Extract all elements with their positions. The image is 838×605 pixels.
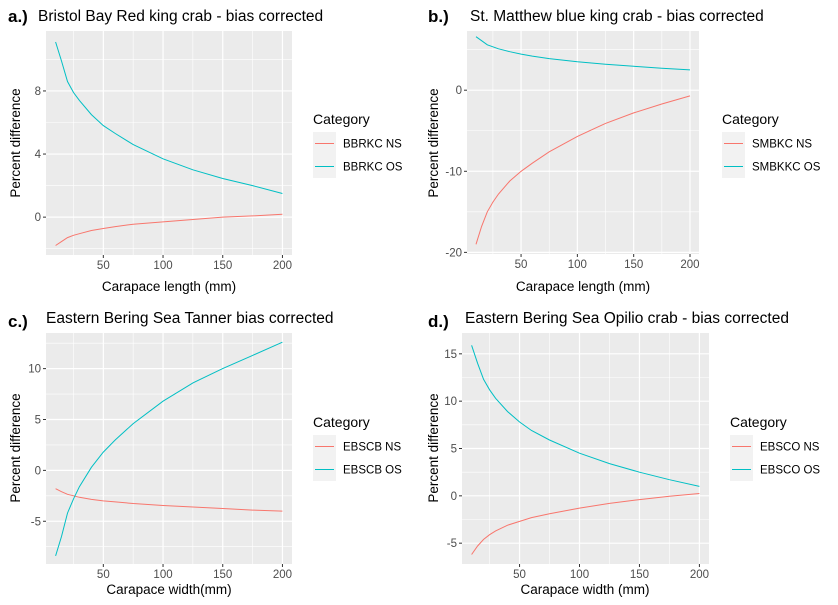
x-tick-label: 100 (570, 569, 589, 581)
y-tick-label: 0 (456, 85, 462, 97)
legend-label: BBRKC OS (343, 162, 403, 174)
chart-panel-2: b.) St. Matthew blue king crab - bias cor… (426, 7, 821, 294)
y-tick-label: 8 (35, 86, 41, 98)
x-tick-label: 200 (273, 569, 292, 581)
x-axis-title: Carapace width(mm) (106, 582, 231, 597)
y-tick-label: 15 (444, 349, 457, 361)
legend-label: EBSCB NS (343, 442, 401, 454)
series-line-ns (471, 493, 700, 555)
legend-label: EBSCO NS (760, 442, 820, 454)
x-tick-label: 150 (624, 259, 643, 271)
x-tick-label: 200 (273, 260, 292, 272)
x-tick-label: 50 (515, 259, 528, 271)
series-line-ns (55, 488, 283, 512)
y-tick-label: 10 (28, 364, 41, 376)
series-line-os (471, 345, 700, 487)
chart-panel-3: c.) Eastern Bering Sea Tanner bias correc… (8, 310, 402, 597)
chart-title: Bristol Bay Red king crab - bias correct… (38, 8, 323, 25)
legend: Category EBSCB NS EBSCB OS (313, 414, 402, 481)
y-axis-title: Percent difference (426, 393, 441, 502)
chart-title: Eastern Bering Sea Opilio crab - bias co… (465, 310, 789, 327)
y-axis-title: Percent difference (8, 88, 23, 197)
panel-tag: c.) (8, 312, 28, 331)
x-tick-label: 50 (97, 260, 110, 272)
legend-title: Category (313, 111, 370, 127)
y-tick-label: 0 (35, 465, 41, 477)
series-line-os (55, 341, 283, 557)
panel-tag: a.) (8, 7, 28, 26)
panel-tag: d.) (428, 312, 449, 331)
series-line-os (475, 36, 691, 71)
chart-title: Eastern Bering Sea Tanner bias corrected (46, 310, 334, 327)
y-tick-label: -20 (445, 247, 462, 259)
legend-title: Category (730, 414, 787, 430)
x-tick-label: 50 (513, 569, 526, 581)
x-tick-label: 150 (213, 260, 232, 272)
y-tick-label: 5 (451, 444, 457, 456)
x-axis-title: Carapace length (mm) (516, 279, 650, 294)
y-axis-title: Percent difference (8, 393, 23, 502)
chart-title: St. Matthew blue king crab - bias correc… (470, 8, 764, 25)
x-tick-label: 200 (680, 259, 699, 271)
y-tick-label: 0 (451, 491, 457, 503)
series-line-ns (475, 95, 691, 245)
plot-background (46, 333, 292, 564)
y-tick-label: 4 (35, 149, 42, 161)
y-axis-title: Percent difference (426, 88, 441, 197)
legend-title: Category (722, 111, 779, 127)
legend-label: EBSCO OS (760, 465, 820, 477)
legend-label: SMBKC NS (752, 139, 812, 151)
x-tick-label: 100 (153, 260, 172, 272)
legend: Category SMBKC NS SMBKKC OS (722, 111, 821, 178)
legend-label: EBSCB OS (343, 465, 402, 477)
legend: Category EBSCO NS EBSCO OS (730, 414, 820, 481)
x-axis-title: Carapace length (mm) (102, 279, 236, 294)
y-tick-label: 5 (35, 414, 41, 426)
chart-panel-1: a.) Bristol Bay Red king crab - bias corr… (8, 7, 403, 294)
y-tick-label: -10 (445, 166, 462, 178)
y-tick-label: 0 (35, 212, 41, 224)
x-tick-label: 150 (630, 569, 649, 581)
x-tick-label: 100 (568, 259, 587, 271)
y-tick-label: -5 (31, 516, 41, 528)
x-tick-label: 200 (690, 569, 709, 581)
chart-panel-4: d.) Eastern Bering Sea Opilio crab - bias… (426, 310, 820, 597)
plot-background (467, 31, 699, 254)
legend-label: SMBKKC OS (752, 162, 821, 174)
x-tick-label: 50 (97, 569, 110, 581)
series-line-os (55, 41, 283, 194)
x-tick-label: 150 (213, 569, 232, 581)
y-tick-label: 10 (444, 396, 457, 408)
series-line-ns (55, 213, 283, 246)
y-tick-label: -5 (447, 538, 457, 550)
legend-label: BBRKC NS (343, 139, 402, 151)
x-axis-title: Carapace width (mm) (520, 582, 649, 597)
panel-tag: b.) (428, 7, 449, 26)
legend: Category BBRKC NS BBRKC OS (313, 111, 403, 178)
x-tick-label: 100 (153, 569, 172, 581)
legend-title: Category (313, 414, 370, 430)
